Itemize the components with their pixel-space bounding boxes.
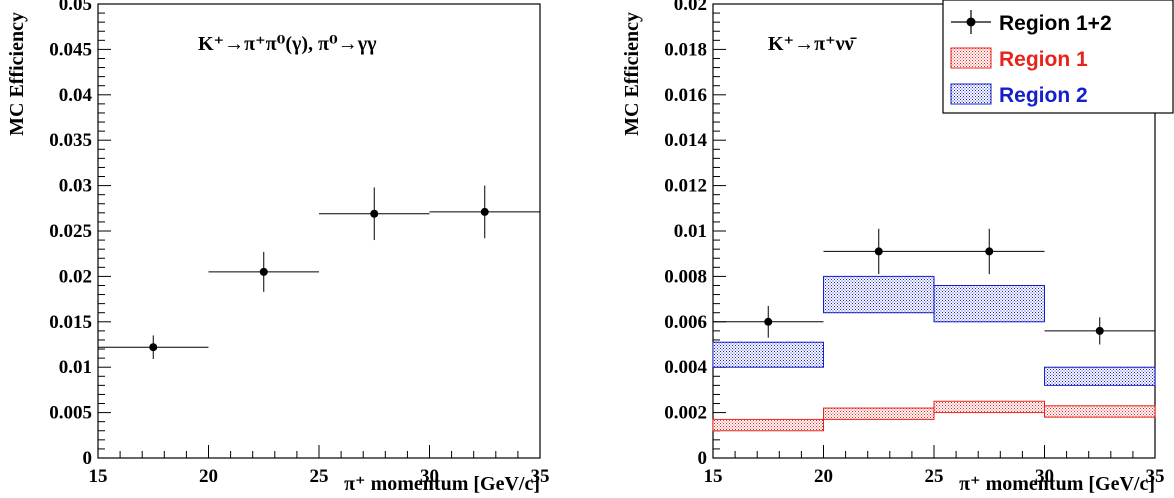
y-tick-label: 0.018	[664, 39, 707, 60]
x-tick-label: 20	[814, 466, 833, 487]
x-tick-label: 25	[310, 466, 329, 487]
band-region-2	[933, 284, 1045, 323]
x-axis-label: π⁺ momentum [GeV/c]	[959, 473, 1155, 495]
band-region-1	[712, 418, 824, 432]
data-point	[874, 247, 883, 256]
data-point	[985, 247, 994, 256]
legend-swatch	[950, 83, 992, 105]
legend-swatch	[950, 47, 992, 69]
band-region-2	[712, 341, 824, 368]
y-tick-label: 0.005	[49, 403, 92, 424]
x-tick-label: 30	[1035, 466, 1054, 487]
y-tick-label: 0.03	[59, 176, 92, 197]
y-tick-label: 0.006	[664, 312, 707, 333]
band-region-1	[1044, 405, 1156, 418]
y-tick-label: 0.01	[59, 357, 92, 378]
y-axis-label: MC Efficiency	[6, 12, 28, 136]
y-tick-label: 0.035	[49, 130, 92, 151]
band-region-2	[1044, 366, 1156, 386]
data-point	[259, 267, 268, 276]
y-tick-label: 0.02	[674, 0, 707, 15]
y-tick-label: 0.016	[664, 85, 707, 106]
y-tick-label: 0.002	[664, 403, 707, 424]
y-tick-label: 0.05	[59, 0, 92, 15]
y-tick-label: 0	[698, 448, 708, 469]
data-point	[1095, 326, 1104, 335]
y-tick-label: 0.012	[664, 176, 707, 197]
y-tick-label: 0.025	[49, 221, 92, 242]
x-tick-label: 25	[925, 466, 944, 487]
y-tick-label: 0.014	[664, 130, 707, 151]
y-axis-label: MC Efficiency	[621, 12, 643, 136]
y-tick-label: 0.01	[674, 221, 707, 242]
y-tick-label: 0.045	[49, 39, 92, 60]
data-point	[370, 209, 379, 218]
data-point	[149, 343, 158, 352]
data-point	[480, 207, 489, 216]
legend-swatch-marker	[966, 17, 976, 27]
plot-frame	[97, 3, 541, 459]
band-region-1	[823, 407, 935, 420]
band-region-1	[933, 400, 1045, 414]
x-tick-label: 35	[531, 466, 550, 487]
x-axis-label: π⁺ momentum [GeV/c]	[344, 473, 540, 495]
y-tick-label: 0.015	[49, 312, 92, 333]
y-tick-label: 0.04	[59, 85, 93, 106]
x-tick-label: 15	[89, 466, 108, 487]
x-tick-label: 35	[1146, 466, 1165, 487]
y-tick-label: 0.02	[59, 266, 92, 287]
process-label: K⁺→π⁺νν̄	[768, 33, 857, 55]
legend-label: Region 1+2	[999, 12, 1112, 35]
band-region-2	[823, 275, 935, 314]
legend: Region 1+2 Region 1 Region 2	[942, 0, 1174, 114]
x-tick-label: 20	[199, 466, 218, 487]
x-tick-label: 15	[704, 466, 723, 487]
process-label: K⁺→π⁺π⁰(γ), π⁰→γγ	[198, 33, 377, 55]
legend-label: Region 2	[999, 84, 1088, 107]
legend-label: Region 1	[999, 48, 1088, 71]
y-tick-label: 0.004	[664, 357, 707, 378]
y-tick-label: 0.008	[664, 266, 707, 287]
y-tick-label: 0	[83, 448, 93, 469]
chart-panel-1: 15 20 25 30 35 0 0.005 0.01 0.015 0.02 0.025 0.03 0.…	[6, 0, 550, 495]
data-point	[764, 317, 773, 326]
chart-panel-2: 15 20 25 30 35 0 0.002 0.004 0.006 0.008 0.01 0.012…	[621, 0, 1174, 495]
x-tick-label: 30	[420, 466, 439, 487]
